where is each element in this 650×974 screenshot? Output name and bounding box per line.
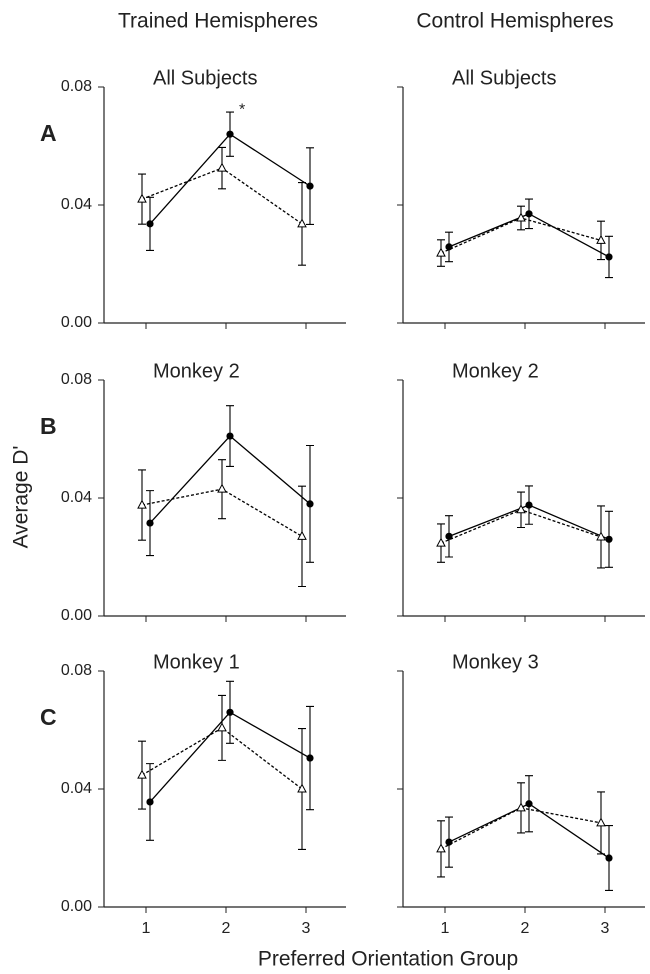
marker	[436, 843, 446, 853]
marker	[436, 537, 446, 547]
marker	[137, 769, 147, 779]
marker	[436, 247, 446, 257]
marker	[226, 432, 234, 440]
marker	[596, 234, 606, 244]
annotation: *	[239, 101, 245, 118]
marker	[137, 193, 147, 203]
marker	[445, 243, 453, 251]
marker	[226, 708, 234, 716]
column-title: Control Hemispheres	[416, 10, 613, 33]
x-tick-label: 2	[222, 920, 231, 937]
marker	[146, 798, 154, 806]
panel-title: Monkey 2	[452, 360, 539, 382]
marker	[605, 253, 613, 261]
marker	[605, 535, 613, 543]
y-tick-label: 0.04	[61, 780, 92, 797]
marker	[525, 501, 533, 509]
marker	[146, 519, 154, 527]
x-tick-label: 3	[601, 920, 610, 937]
marker	[445, 838, 453, 846]
marker	[217, 483, 227, 493]
x-tick-label: 1	[441, 920, 450, 937]
marker	[306, 182, 314, 190]
y-tick-label: 0.00	[61, 314, 92, 331]
y-axis-label: Average D'	[10, 446, 33, 549]
marker	[137, 499, 147, 509]
panel-title: Monkey 2	[153, 360, 240, 382]
marker	[516, 212, 526, 222]
marker	[596, 531, 606, 541]
marker	[525, 800, 533, 808]
panel-title: All Subjects	[153, 67, 258, 89]
panel-label: B	[40, 413, 57, 439]
marker	[297, 530, 307, 540]
marker	[596, 817, 606, 827]
panel-title: Monkey 3	[452, 651, 539, 673]
marker	[146, 220, 154, 228]
marker	[516, 504, 526, 514]
x-tick-label: 1	[142, 920, 151, 937]
y-tick-label: 0.08	[61, 371, 92, 388]
y-tick-label: 0.04	[61, 489, 92, 506]
marker	[217, 162, 227, 172]
marker	[525, 210, 533, 218]
x-tick-label: 2	[521, 920, 530, 937]
x-axis-label: Preferred Orientation Group	[258, 948, 518, 971]
panel-title: Monkey 1	[153, 651, 240, 673]
y-tick-label: 0.08	[61, 78, 92, 95]
panel-label: C	[40, 704, 57, 730]
y-tick-label: 0.08	[61, 662, 92, 679]
marker	[297, 218, 307, 228]
y-tick-label: 0.00	[61, 607, 92, 624]
marker	[306, 754, 314, 762]
marker	[445, 532, 453, 540]
marker	[306, 500, 314, 508]
y-tick-label: 0.04	[61, 196, 92, 213]
marker	[605, 854, 613, 862]
marker	[516, 802, 526, 812]
column-title: Trained Hemispheres	[118, 10, 318, 33]
y-tick-label: 0.00	[61, 898, 92, 915]
panel-label: A	[40, 120, 57, 146]
x-tick-label: 3	[302, 920, 311, 937]
marker	[226, 130, 234, 138]
marker	[217, 722, 227, 732]
panel-title: All Subjects	[452, 67, 557, 89]
marker	[297, 783, 307, 793]
